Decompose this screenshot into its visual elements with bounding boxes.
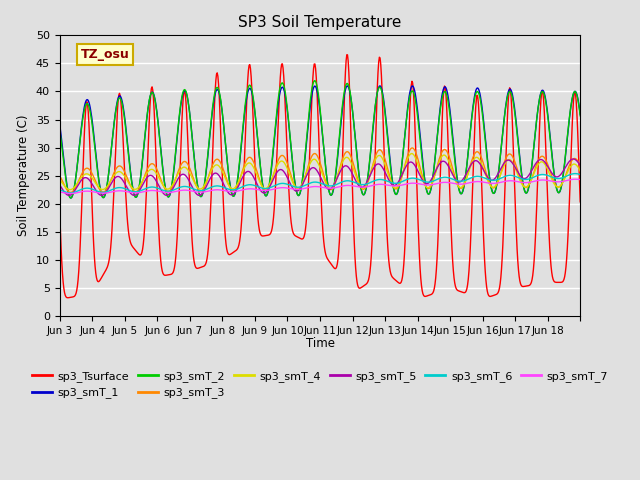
sp3_smT_7 (67, 191, 74, 196)
Line: sp3_smT_7: sp3_smT_7 (60, 179, 580, 193)
sp3_smT_3 (239, 166, 247, 172)
sp3_smT_3 (577, 163, 584, 169)
sp3_smT_1 (375, 84, 383, 90)
sp3_smT_4 (577, 168, 584, 174)
sp3_smT_6 (213, 183, 221, 189)
X-axis label: Time: Time (305, 337, 335, 350)
sp3_Tsurface (375, 59, 383, 65)
sp3_Tsurface (118, 108, 125, 113)
sp3_smT_6 (239, 184, 247, 190)
sp3_Tsurface (577, 199, 584, 204)
sp3_smT_7 (56, 189, 63, 195)
sp3_smT_7 (572, 176, 579, 182)
sp3_smT_2 (311, 78, 319, 84)
Line: sp3_smT_6: sp3_smT_6 (60, 174, 580, 193)
sp3_smT_4 (259, 184, 266, 190)
sp3_smT_2 (67, 195, 74, 201)
sp3_smT_7 (259, 188, 266, 193)
sp3_smT_4 (56, 177, 63, 183)
sp3_smT_3 (408, 145, 416, 151)
sp3_smT_6 (403, 177, 411, 182)
sp3_smT_6 (577, 172, 584, 178)
sp3_smT_1 (404, 103, 412, 108)
sp3_smT_6 (374, 177, 382, 182)
sp3_smT_5 (56, 182, 63, 188)
sp3_smT_4 (118, 170, 125, 176)
sp3_smT_1 (259, 182, 266, 188)
sp3_smT_5 (570, 156, 577, 162)
Line: sp3_smT_1: sp3_smT_1 (60, 86, 580, 198)
sp3_smT_3 (374, 148, 382, 154)
sp3_smT_1 (118, 96, 125, 102)
sp3_Tsurface (213, 70, 221, 76)
sp3_smT_6 (118, 185, 125, 191)
sp3_smT_1 (239, 126, 247, 132)
sp3_smT_4 (66, 187, 74, 192)
sp3_smT_1 (213, 86, 221, 92)
sp3_smT_7 (118, 188, 125, 194)
sp3_smT_1 (67, 195, 74, 201)
sp3_smT_6 (67, 190, 74, 196)
sp3_smT_6 (571, 171, 579, 177)
sp3_smT_5 (374, 161, 382, 167)
sp3_smT_7 (213, 187, 221, 192)
sp3_smT_3 (259, 184, 266, 190)
sp3_smT_1 (577, 112, 584, 118)
Line: sp3_smT_5: sp3_smT_5 (60, 159, 580, 195)
sp3_smT_5 (239, 174, 247, 180)
sp3_Tsurface (56, 211, 63, 217)
sp3_smT_3 (118, 164, 125, 170)
sp3_smT_2 (239, 122, 247, 128)
sp3_smT_4 (239, 168, 247, 174)
sp3_smT_7 (403, 181, 411, 187)
sp3_smT_1 (344, 83, 351, 89)
sp3_smT_3 (213, 156, 221, 162)
Line: sp3_smT_4: sp3_smT_4 (60, 154, 580, 190)
Y-axis label: Soil Temperature (C): Soil Temperature (C) (17, 115, 30, 237)
sp3_smT_2 (56, 127, 63, 133)
sp3_smT_7 (577, 177, 584, 182)
Line: sp3_smT_3: sp3_smT_3 (60, 148, 580, 192)
sp3_smT_5 (65, 192, 73, 198)
sp3_smT_4 (403, 157, 411, 163)
sp3_smT_3 (67, 190, 74, 195)
sp3_smT_5 (403, 162, 411, 168)
Line: sp3_smT_2: sp3_smT_2 (60, 81, 580, 198)
sp3_Tsurface (239, 193, 247, 199)
Line: sp3_Tsurface: sp3_Tsurface (60, 55, 580, 298)
Text: TZ_osu: TZ_osu (81, 48, 129, 61)
sp3_smT_4 (374, 153, 382, 159)
sp3_smT_4 (408, 151, 416, 156)
sp3_smT_5 (118, 176, 125, 181)
Title: SP3 Soil Temperature: SP3 Soil Temperature (238, 15, 402, 30)
sp3_smT_2 (404, 105, 412, 111)
sp3_smT_5 (577, 163, 584, 168)
sp3_Tsurface (64, 295, 72, 300)
sp3_Tsurface (259, 233, 266, 239)
sp3_Tsurface (343, 52, 351, 58)
sp3_smT_2 (118, 98, 125, 104)
sp3_smT_4 (213, 162, 221, 168)
sp3_smT_6 (259, 185, 266, 191)
Legend: sp3_Tsurface, sp3_smT_1, sp3_smT_2, sp3_smT_3, sp3_smT_4, sp3_smT_5, sp3_smT_6, : sp3_Tsurface, sp3_smT_1, sp3_smT_2, sp3_… (28, 367, 612, 403)
sp3_smT_1 (56, 121, 63, 127)
sp3_smT_2 (577, 113, 584, 119)
sp3_smT_2 (213, 84, 221, 90)
sp3_smT_2 (259, 182, 266, 188)
sp3_smT_7 (239, 187, 247, 192)
sp3_smT_3 (56, 173, 63, 179)
sp3_Tsurface (404, 162, 412, 168)
sp3_smT_7 (374, 181, 382, 187)
sp3_smT_5 (213, 171, 221, 177)
sp3_smT_3 (403, 154, 411, 160)
sp3_smT_6 (56, 187, 63, 192)
sp3_smT_2 (375, 85, 383, 91)
sp3_smT_5 (259, 190, 266, 195)
